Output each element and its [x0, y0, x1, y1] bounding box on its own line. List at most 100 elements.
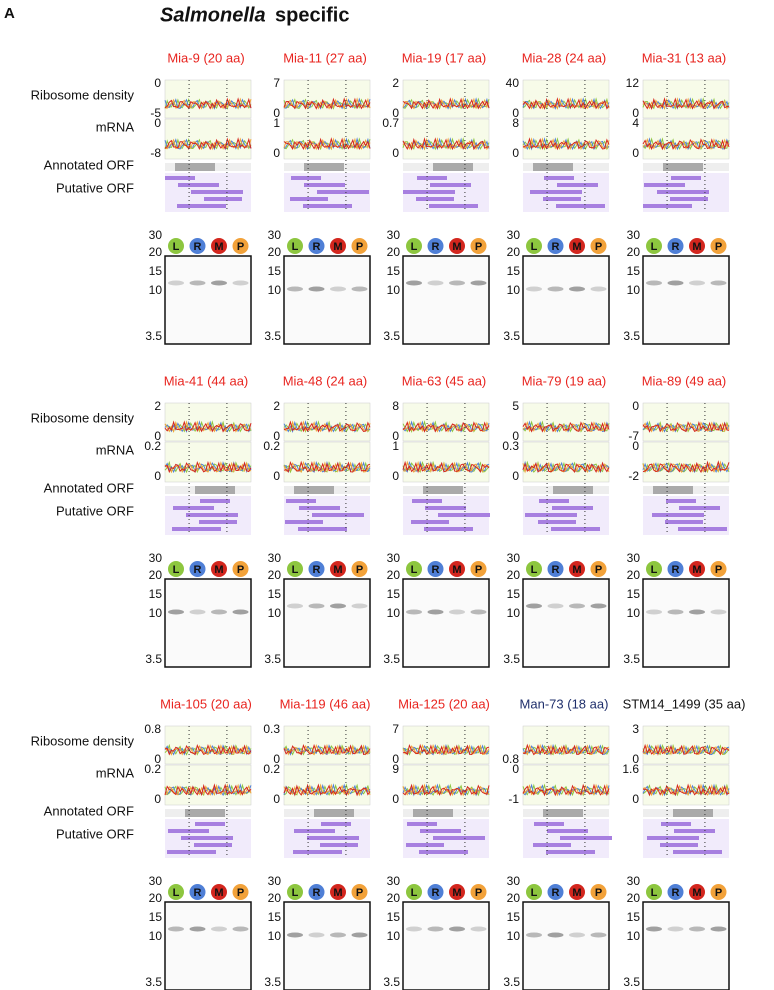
track-trace	[402, 420, 490, 433]
putative-orf-bar	[173, 506, 214, 510]
lane-circle	[351, 884, 368, 900]
lane-circle	[547, 238, 564, 254]
lane-circle	[308, 884, 325, 900]
marker-label: 3.5	[503, 975, 520, 989]
blot-band	[168, 609, 184, 615]
marker-label: 15	[387, 264, 401, 278]
lane-label: L	[292, 564, 299, 576]
marker-label: 3.5	[623, 652, 640, 666]
track-trace	[642, 97, 730, 110]
blot-band	[168, 926, 184, 932]
putative-orf-bar	[534, 822, 564, 826]
panel-label: A	[4, 5, 15, 22]
putative-orf-bar	[544, 176, 574, 180]
lane-label: M	[214, 564, 223, 576]
track-trace	[522, 137, 610, 151]
row-label: Ribosome density	[31, 410, 135, 425]
putative-orf-bar	[670, 197, 708, 201]
annotated-orf-bar	[175, 163, 215, 171]
marker-label: 15	[507, 910, 521, 924]
track-trace	[164, 744, 252, 756]
blot-band	[330, 286, 346, 292]
mrna-axis-label: 9	[392, 762, 399, 776]
lane-label: P	[237, 564, 244, 576]
mrna-track	[402, 441, 490, 483]
lane-circle	[406, 238, 422, 254]
mrna-track	[402, 764, 490, 806]
putative-orf-bar	[560, 836, 612, 840]
marker-label: 15	[149, 264, 163, 278]
lane-label: R	[672, 887, 680, 899]
putative-orf-bar	[673, 850, 722, 854]
blot-band	[406, 926, 422, 932]
ribo-axis-label: 12	[626, 76, 640, 90]
ribo-axis-label: 0	[154, 76, 161, 90]
mrna-track	[283, 118, 371, 160]
lane-circle	[330, 884, 346, 900]
marker-label: 15	[149, 587, 163, 601]
lane-circle	[526, 561, 542, 577]
mrna-axis-label: -1	[508, 792, 519, 806]
track-trace	[164, 97, 252, 110]
blot-band	[547, 286, 564, 292]
lane-label: R	[552, 887, 560, 899]
blot-band	[232, 926, 249, 932]
track-trace	[402, 420, 490, 433]
blot	[283, 901, 371, 990]
putative-orf-bar	[424, 527, 473, 531]
marker-label: 3.5	[145, 652, 162, 666]
panel-title: Mia-31 (13 aa)	[642, 50, 727, 65]
track-trace	[283, 743, 371, 756]
putative-orf-bar	[199, 520, 237, 524]
track-trace	[642, 461, 730, 474]
ribo-axis-label: 0	[392, 752, 399, 766]
marker-label: 3.5	[264, 975, 281, 989]
marker-label: 10	[507, 283, 521, 297]
blot	[522, 578, 610, 668]
panel-title: Mia-89 (49 aa)	[642, 373, 727, 388]
marker-label: 20	[387, 568, 401, 582]
marker-label: 3.5	[383, 975, 400, 989]
blot-band	[590, 932, 607, 938]
marker-label: 3.5	[145, 975, 162, 989]
mrna-axis-label: 0.2	[144, 439, 161, 453]
putative-orf-bar	[678, 527, 727, 531]
marker-label: 20	[268, 245, 282, 259]
putative-orf-bar	[539, 499, 569, 503]
blot-band	[646, 280, 662, 286]
mrna-axis-label: 0	[273, 146, 280, 160]
blot	[402, 255, 490, 345]
track-trace	[402, 97, 490, 110]
marker-label: 20	[149, 245, 163, 259]
putative-orf-bar	[543, 197, 581, 201]
track-trace	[522, 461, 610, 474]
blot-band	[667, 609, 684, 615]
lane-label: M	[692, 241, 701, 253]
lane-circle	[406, 884, 422, 900]
track-trace	[402, 743, 490, 756]
lane-label: M	[333, 241, 342, 253]
mrna-axis-label: -8	[150, 146, 161, 160]
lane-circle	[168, 561, 184, 577]
ribo-axis-label: 0	[512, 106, 519, 120]
marker-label: 15	[268, 264, 282, 278]
lane-circle	[449, 884, 465, 900]
blot-band	[427, 609, 444, 615]
lane-label: L	[411, 564, 418, 576]
blot-band	[406, 280, 422, 286]
marker-label: 10	[268, 606, 282, 620]
putative-orf-bar	[286, 499, 316, 503]
blot-band	[189, 926, 206, 932]
putative-orf-bar	[191, 190, 243, 194]
ribo-axis-label: 5	[512, 399, 519, 413]
panel-title: Mia-79 (19 aa)	[522, 373, 607, 388]
annotated-orf-bar	[553, 486, 593, 494]
marker-label: 30	[268, 228, 282, 242]
ribo-axis-label: 0	[154, 429, 161, 443]
ribo-track	[642, 725, 730, 765]
lane-label: L	[173, 564, 180, 576]
lane-label: R	[313, 564, 321, 576]
lane-circle	[526, 238, 542, 254]
putative-orf-bar	[321, 822, 351, 826]
lane-circle	[189, 238, 206, 254]
